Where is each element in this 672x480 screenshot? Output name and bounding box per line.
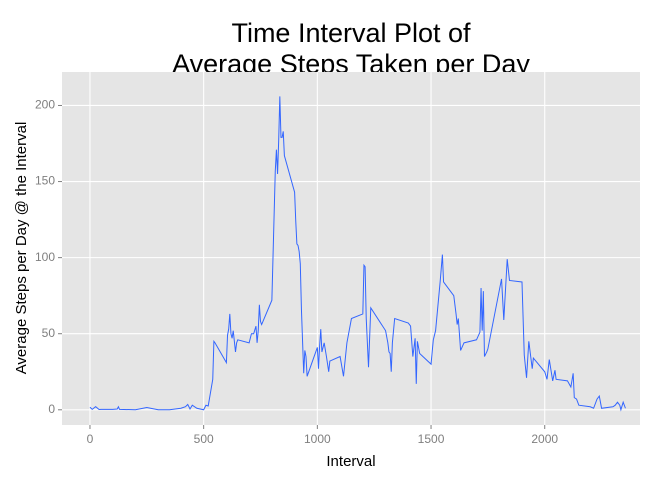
y-tick-label: 150 bbox=[35, 174, 55, 188]
y-tick-label: 200 bbox=[35, 98, 55, 112]
plot-panel bbox=[62, 72, 640, 425]
x-axis-label: Interval bbox=[326, 453, 375, 470]
x-tick-label: 0 bbox=[87, 432, 94, 446]
x-tick-label: 1000 bbox=[304, 432, 331, 446]
x-tick-label: 500 bbox=[194, 432, 214, 446]
x-tick-label: 2000 bbox=[531, 432, 558, 446]
y-tick-label: 100 bbox=[35, 250, 55, 264]
y-tick-label: 0 bbox=[48, 402, 55, 416]
x-tick-label: 1500 bbox=[418, 432, 445, 446]
y-axis-label: Average Steps per Day @ the Interval bbox=[13, 122, 30, 375]
y-tick-label: 50 bbox=[42, 326, 56, 340]
data-line bbox=[89, 96, 626, 412]
